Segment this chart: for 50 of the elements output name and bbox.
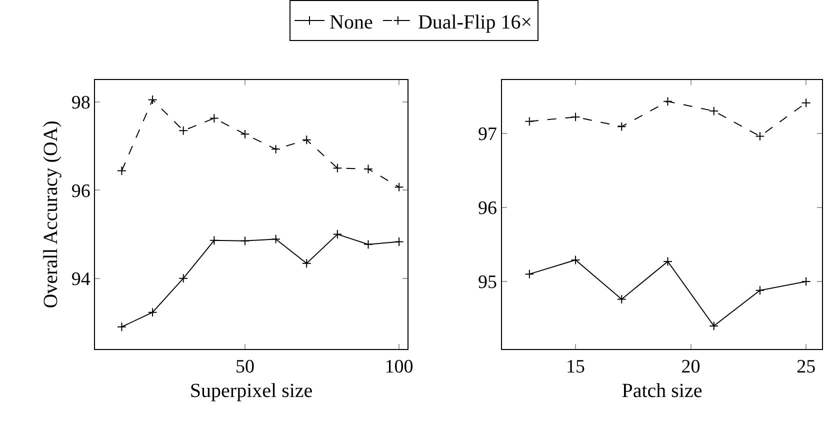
point — [240, 129, 250, 139]
y-tick-label: 97 — [478, 124, 497, 145]
point — [663, 256, 672, 266]
point — [755, 286, 765, 296]
x-tick-label: 25 — [796, 356, 816, 378]
point — [663, 96, 672, 106]
x-tick-label: 50 — [235, 356, 254, 378]
point — [209, 114, 219, 123]
point — [302, 135, 312, 145]
point — [570, 255, 580, 265]
point — [801, 276, 811, 286]
legend-label: None — [330, 11, 373, 34]
point — [364, 240, 373, 250]
point — [271, 234, 280, 244]
y-axis-title: Overall Accuracy (OA) — [40, 120, 62, 308]
y-tick-label: 94 — [71, 269, 91, 290]
point — [570, 112, 580, 122]
point — [271, 144, 280, 154]
y-tick-label: 95 — [478, 272, 497, 294]
x-axis-title: Superpixel size — [190, 380, 313, 402]
point — [332, 163, 342, 173]
point — [117, 166, 126, 176]
point — [394, 182, 404, 192]
point — [332, 230, 342, 239]
point — [616, 122, 626, 132]
point — [394, 237, 404, 246]
point — [302, 258, 312, 268]
y-tick-label: 96 — [478, 198, 497, 220]
point — [148, 95, 158, 104]
x-axis-title: Patch size — [622, 380, 702, 402]
point — [709, 321, 719, 331]
legend-label: Dual-Flip 16× — [418, 11, 532, 34]
point — [240, 236, 250, 246]
y-tick-label: 96 — [71, 180, 90, 202]
point — [117, 322, 126, 332]
point — [524, 116, 534, 126]
point — [148, 308, 158, 318]
point — [209, 236, 219, 246]
x-tick-label: 15 — [566, 356, 586, 378]
point — [364, 164, 373, 174]
point — [178, 126, 188, 136]
point — [755, 132, 765, 141]
x-tick-label: 20 — [681, 356, 700, 378]
point — [616, 294, 626, 304]
x-tick-label: 100 — [384, 356, 414, 378]
point — [178, 274, 188, 284]
point — [709, 106, 719, 116]
point — [524, 269, 534, 279]
y-tick-label: 98 — [71, 92, 90, 114]
point — [801, 98, 811, 108]
